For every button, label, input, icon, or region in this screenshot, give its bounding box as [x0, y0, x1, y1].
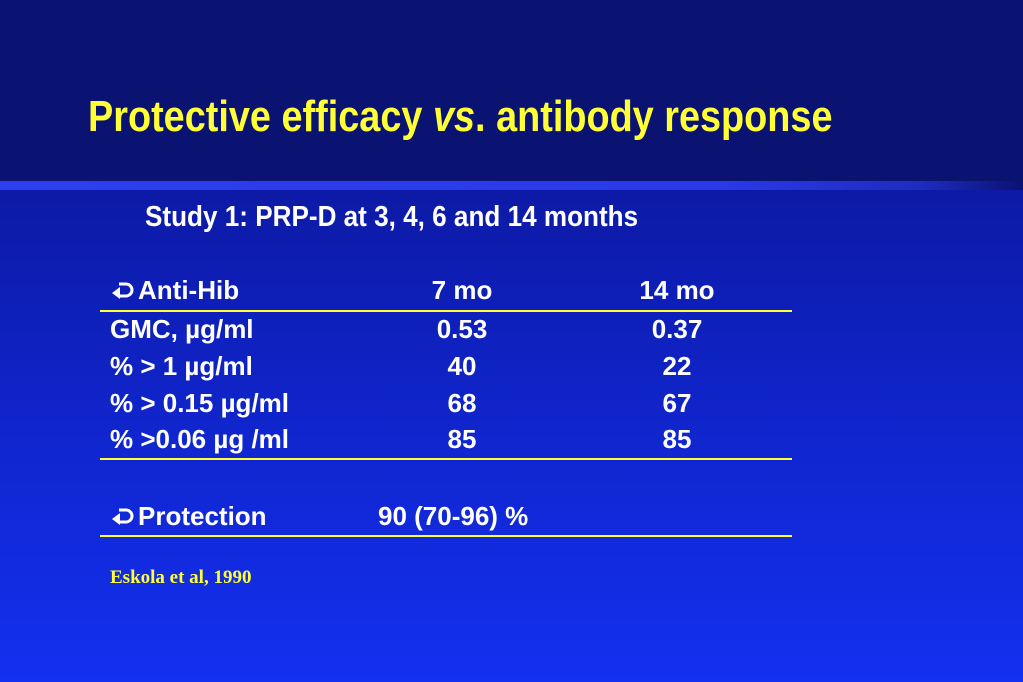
title-band: [0, 0, 1023, 182]
table-row: GMC, µg/ml 0.53 0.37: [100, 314, 792, 350]
header-label-cell: Anti-Hib: [110, 275, 239, 306]
protection-value: 90 (70-96) %: [378, 501, 529, 531]
row-label: % > 0.15 µg/ml: [110, 388, 290, 418]
title-italic: vs: [432, 92, 476, 141]
header-rule: [100, 310, 792, 312]
protection-label: Protection: [138, 501, 267, 531]
header-col-14mo: 14 mo: [639, 275, 715, 305]
header-label: Anti-Hib: [138, 275, 240, 305]
row-value-14mo: 85: [662, 424, 692, 454]
row-label: GMC, µg/ml: [110, 314, 254, 344]
curved-arrow-icon: [112, 282, 134, 300]
body-rule: [100, 458, 792, 460]
row-value-7mo: 68: [447, 388, 477, 418]
row-value-7mo: 85: [447, 424, 477, 454]
row-label: % >0.06 µg /ml: [110, 424, 290, 454]
table-row: % >0.06 µg /ml 85 85: [100, 424, 792, 460]
protection-row: Protection 90 (70-96) %: [100, 501, 792, 537]
table-row: % > 0.15 µg/ml 68 67: [100, 388, 792, 424]
slide-subtitle: Study 1: PRP-D at 3, 4, 6 and 14 months: [145, 201, 639, 233]
slide-title: Protective efficacy vs. antibody respons…: [88, 92, 832, 142]
title-prefix: Protective efficacy: [88, 92, 433, 141]
row-value-7mo: 0.53: [436, 314, 488, 344]
row-value-14mo: 22: [662, 351, 692, 381]
citation: Eskola et al, 1990: [110, 567, 252, 588]
curved-arrow-icon: [112, 508, 134, 526]
header-col-7mo: 7 mo: [431, 275, 493, 305]
divider-bar: [0, 181, 1023, 190]
row-value-7mo: 40: [447, 351, 477, 381]
protection-label-cell: Protection: [110, 501, 267, 532]
row-label: % > 1 µg/ml: [110, 351, 253, 381]
table-header-row: Anti-Hib 7 mo 14 mo: [100, 275, 792, 311]
table-row: % > 1 µg/ml 40 22: [100, 351, 792, 387]
protection-rule: [100, 535, 792, 537]
row-value-14mo: 0.37: [651, 314, 703, 344]
title-suffix: . antibody response: [475, 92, 833, 141]
row-value-14mo: 67: [662, 388, 692, 418]
